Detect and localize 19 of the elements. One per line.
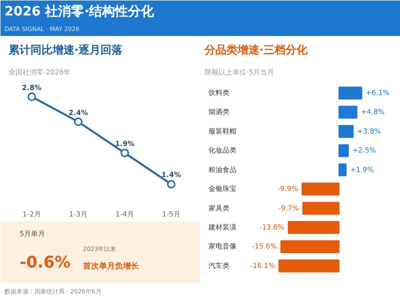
bar (338, 86, 362, 100)
chart-title: 累计同比增速·逐月回落 (8, 44, 124, 56)
chart-title: 分品类增速·三档分化 (204, 44, 309, 56)
bar (338, 124, 354, 138)
bar (338, 106, 358, 119)
point (167, 180, 176, 188)
bar (302, 182, 340, 196)
bar (338, 144, 349, 158)
bar (278, 259, 340, 272)
text: 首次单月负增长 (82, 262, 140, 271)
text: -0.6% (20, 252, 71, 272)
point (28, 92, 36, 102)
bar (338, 163, 347, 176)
text: 2026 社消零·结构性分化 (4, 4, 156, 20)
point (120, 148, 129, 158)
point (74, 118, 82, 126)
bar (288, 221, 340, 234)
bar (280, 240, 340, 254)
bar (302, 202, 340, 215)
